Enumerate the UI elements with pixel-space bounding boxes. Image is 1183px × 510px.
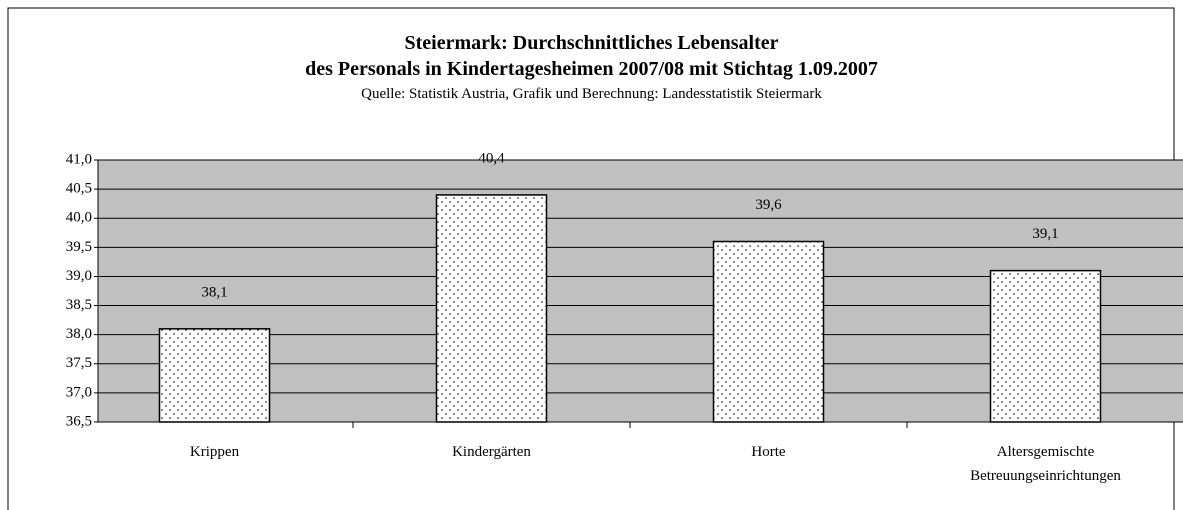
bar — [989, 269, 1102, 423]
y-tick-label: 36,5 — [66, 413, 92, 429]
y-tick-label: 38,5 — [66, 297, 92, 313]
x-tick-label: Kindergärten — [452, 444, 531, 460]
y-tick-label: 39,5 — [66, 239, 92, 255]
bar — [158, 328, 271, 423]
data-label: 40,4 — [478, 150, 505, 166]
x-tick-label: Horte — [751, 444, 786, 460]
y-tick-label: 40,5 — [66, 181, 92, 197]
y-tick-label: 41,0 — [66, 151, 92, 167]
x-tick-label: Altersgemischte Betreuungseinrichtungen — [970, 444, 1121, 484]
bar — [712, 240, 825, 423]
x-tick-label: Krippen — [189, 444, 240, 460]
y-tick-label: 37,5 — [66, 355, 92, 371]
y-tick-label: 37,0 — [66, 384, 92, 400]
y-tick-label: 38,0 — [66, 326, 92, 342]
y-tick-label: 40,0 — [66, 210, 92, 226]
chart-subtitle: Quelle: Statistik Austria, Grafik und Be… — [361, 86, 822, 102]
data-label: 38,1 — [201, 284, 227, 300]
data-label: 39,6 — [755, 197, 782, 213]
chart-title: Steiermark: Durchschnittliches Lebensalt… — [305, 32, 878, 80]
data-label: 39,1 — [1032, 226, 1058, 242]
bar — [435, 194, 548, 423]
y-tick-label: 39,0 — [66, 268, 92, 284]
